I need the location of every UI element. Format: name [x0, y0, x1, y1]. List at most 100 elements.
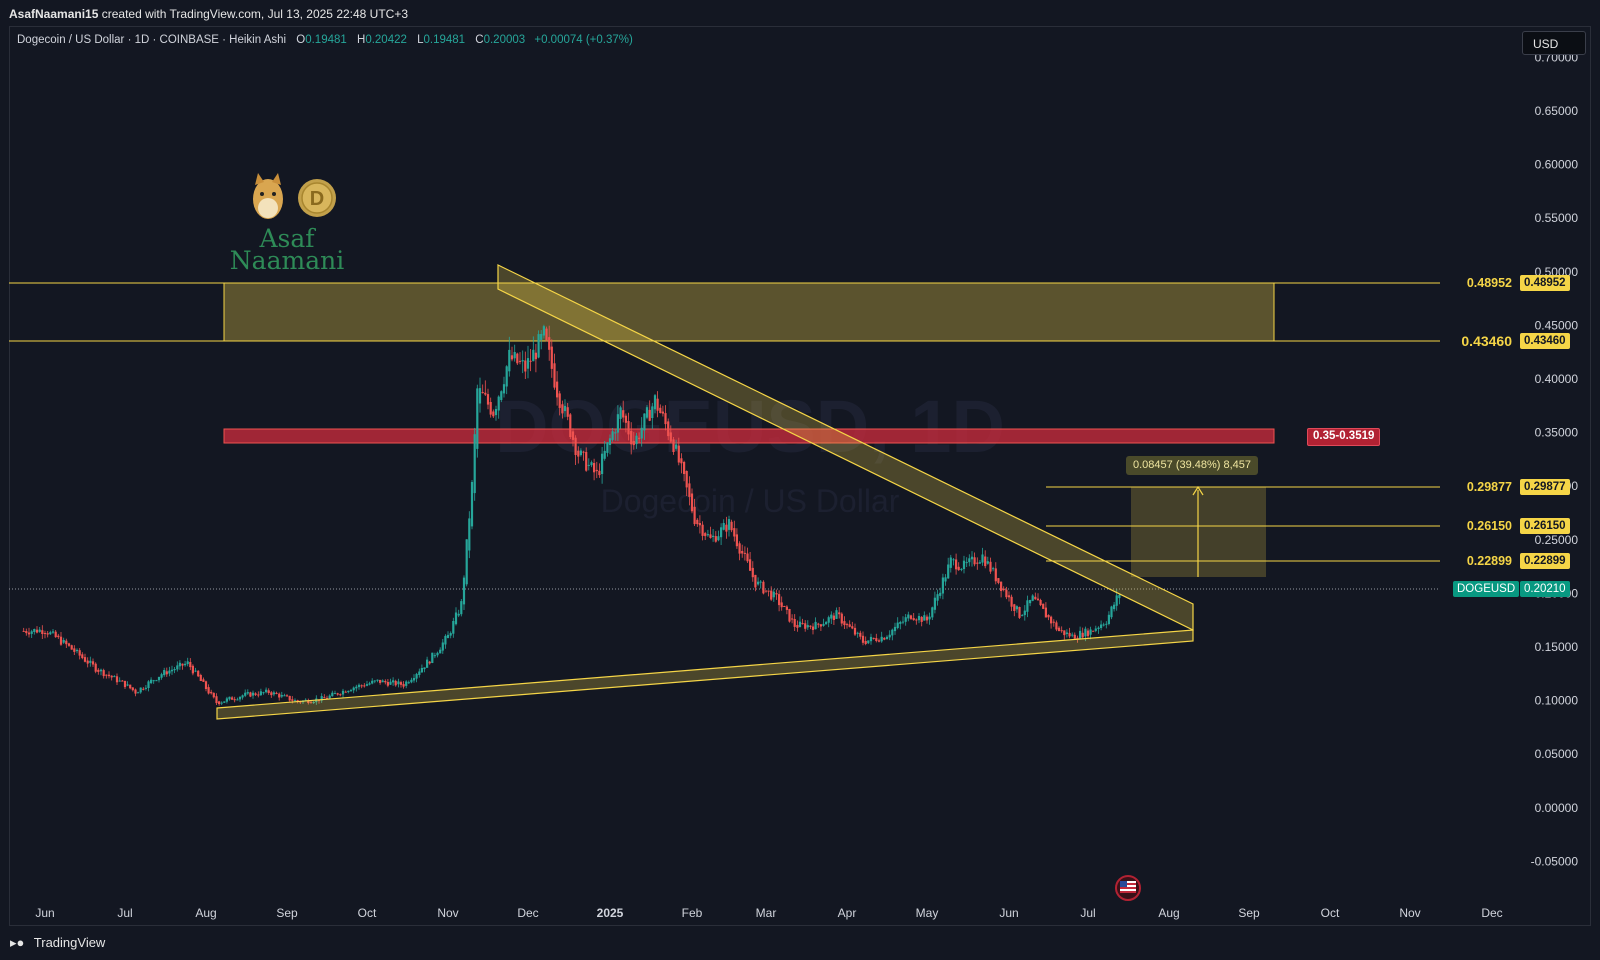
candle-body — [582, 451, 585, 453]
change-value: +0.00074 (+0.37%) — [534, 34, 633, 46]
candle-body — [653, 395, 657, 410]
chart-frame[interactable] — [9, 26, 1591, 926]
candle-body — [814, 621, 817, 630]
current-price-tag[interactable]: 0.20210 — [1520, 581, 1570, 597]
candle-body — [402, 684, 405, 687]
measure-label[interactable]: 0.08457 (39.48%) 8,457 — [1126, 456, 1259, 475]
candle-body — [643, 413, 646, 431]
candle-body — [241, 695, 244, 698]
candle-body — [500, 391, 503, 401]
price-tick-label: 0.00000 — [1535, 801, 1579, 815]
candle-body — [788, 609, 791, 622]
candle-body — [233, 699, 236, 701]
price-tag-43460[interactable]: 0.43460 — [1520, 333, 1570, 349]
candle-body — [497, 396, 500, 411]
candle-body — [43, 633, 47, 634]
candle-body — [532, 349, 535, 362]
candle-body — [811, 626, 815, 630]
candle-body — [840, 613, 843, 624]
price-chart[interactable]: DOGEUSD, 1D Dogecoin / US Dollar 0.70000… — [0, 0, 1600, 926]
watermark-name: Dogecoin / US Dollar — [601, 483, 900, 519]
us-flag-icon[interactable] — [1115, 875, 1141, 901]
candle-body — [939, 592, 942, 596]
candle-body — [904, 617, 907, 622]
candle-body — [733, 528, 736, 537]
created-text: created with TradingView.com, Jul 13, 20… — [101, 7, 409, 21]
time-tick-label: Aug — [195, 906, 216, 920]
candle-body — [880, 636, 883, 642]
candle-body — [1010, 596, 1013, 607]
candle-body — [360, 685, 363, 687]
candle-body — [587, 464, 590, 466]
footer-brand[interactable]: TradingView — [33, 935, 106, 950]
price-tag-29877[interactable]: 0.29877 — [1520, 479, 1570, 495]
candle-body — [1057, 627, 1061, 631]
price-tag-22899[interactable]: 0.22899 — [1520, 553, 1570, 569]
chart-legend[interactable]: Dogecoin / US Dollar · 1D · COINBASE · H… — [17, 34, 633, 46]
candle-body — [489, 402, 492, 415]
candle-body — [454, 612, 458, 625]
time-tick-label: Sep — [1238, 906, 1260, 920]
candle-body — [714, 536, 717, 542]
time-axis[interactable]: Jun Jul Aug Sep Oct Nov Dec 2025 Feb Mar Apr May Jun… — [35, 906, 1502, 920]
candle-body — [129, 684, 132, 689]
candle-body — [830, 614, 833, 619]
candle-body — [1113, 604, 1116, 610]
candle-body — [1097, 627, 1100, 629]
candle-body — [415, 673, 418, 679]
candle-body — [1073, 634, 1076, 639]
symbol-title[interactable]: Dogecoin / US Dollar · 1D · COINBASE · H… — [17, 34, 287, 46]
level-label-43460: 0.43460 — [1461, 333, 1512, 349]
candle-body — [791, 618, 794, 620]
candle-body — [516, 353, 519, 364]
candle-body — [767, 590, 770, 592]
candle-body — [41, 630, 44, 634]
candle-body — [220, 702, 223, 704]
author-handle: AsafNaamani15 — [9, 7, 99, 21]
symbol-tag[interactable]: DOGEUSD — [1453, 581, 1520, 597]
candle-body — [341, 690, 345, 695]
candle-body — [386, 682, 389, 686]
candle-body — [785, 606, 788, 610]
candle-body — [540, 334, 543, 340]
time-tick-label: Mar — [756, 906, 777, 920]
candle-body — [339, 694, 342, 696]
candle-body — [545, 328, 548, 340]
candle-body — [1115, 595, 1118, 606]
candle-body — [376, 679, 379, 681]
candle-body — [1092, 630, 1095, 632]
candle-body — [115, 676, 119, 683]
candle-body — [675, 444, 678, 449]
triangle-lower-band[interactable] — [216, 629, 1194, 720]
candle-body — [667, 421, 670, 437]
currency-button[interactable]: USD — [1522, 31, 1586, 55]
candle-body — [965, 562, 968, 564]
candle-body — [212, 692, 215, 698]
price-tick-label: 0.55000 — [1535, 211, 1579, 225]
candle-body — [199, 675, 202, 681]
tradingview-logo-icon[interactable]: ▸● — [10, 935, 25, 950]
candle-body — [368, 683, 371, 685]
candle-body — [548, 337, 551, 350]
time-tick-label: Aug — [1158, 906, 1179, 920]
candle-body — [1110, 606, 1113, 618]
price-axis[interactable]: 0.700000.650000.600000.550000.500000.450… — [1531, 50, 1579, 868]
price-tag-48952[interactable]: 0.48952 — [1520, 275, 1570, 291]
candle-body — [793, 619, 796, 627]
attribution-bar: AsafNaamani15 created with TradingView.c… — [0, 0, 1600, 26]
candle-body — [1044, 607, 1047, 618]
candle-body — [749, 559, 752, 571]
candle-body — [320, 696, 323, 701]
candle-body — [299, 701, 302, 703]
supply-zone[interactable] — [223, 282, 1275, 342]
candle-body — [672, 439, 675, 452]
resistance-zone-label[interactable]: 0.35-0.3519 — [1307, 428, 1381, 446]
candle-body — [925, 616, 929, 621]
candle-body — [126, 684, 129, 686]
candle-body — [65, 640, 68, 645]
resistance-zone[interactable] — [223, 428, 1275, 444]
candle-body — [601, 453, 604, 474]
price-tag-26150[interactable]: 0.26150 — [1520, 518, 1570, 534]
candle-body — [992, 568, 995, 570]
candle-body — [907, 614, 910, 619]
